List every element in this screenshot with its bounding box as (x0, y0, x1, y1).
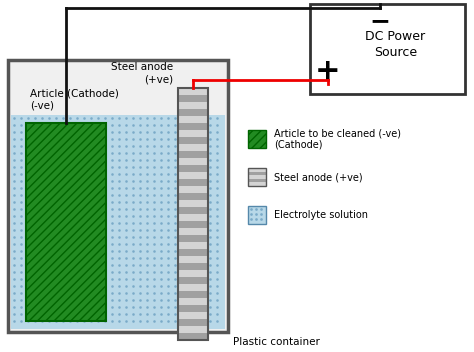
Bar (178, 151, 208, 158)
Bar (178, 207, 208, 214)
Bar (178, 291, 208, 298)
Bar (178, 186, 208, 193)
Bar (178, 130, 208, 137)
Bar (248, 130, 266, 148)
Bar (178, 319, 208, 326)
Bar (178, 172, 208, 179)
Bar (248, 179, 266, 182)
Bar (178, 165, 208, 172)
Bar (178, 263, 208, 270)
Bar (178, 235, 208, 242)
Bar (178, 333, 208, 340)
Bar (178, 137, 208, 144)
Bar (178, 298, 208, 305)
Bar (248, 206, 266, 224)
Bar (178, 214, 208, 221)
Bar (178, 221, 208, 228)
Bar (178, 193, 208, 200)
Bar (310, 4, 465, 94)
Bar (178, 256, 208, 263)
Bar (178, 95, 208, 102)
Bar (178, 102, 208, 109)
Text: Article to be cleaned (-ve)
(Cathode): Article to be cleaned (-ve) (Cathode) (274, 128, 401, 150)
Bar (178, 179, 208, 186)
Bar (248, 175, 266, 179)
Bar (248, 171, 266, 175)
Text: Plastic container: Plastic container (233, 337, 320, 347)
Text: Article (Cathode)
(-ve): Article (Cathode) (-ve) (30, 88, 119, 110)
Bar (178, 88, 208, 340)
Bar (178, 144, 208, 151)
Bar (248, 168, 266, 186)
Bar (11, 115, 225, 329)
Bar (178, 109, 208, 116)
Bar (26, 123, 106, 321)
Bar (178, 242, 208, 249)
Text: Steel anode
(+ve): Steel anode (+ve) (111, 62, 173, 84)
Bar (178, 88, 208, 95)
Bar (178, 277, 208, 284)
Bar (178, 123, 208, 130)
Bar (8, 60, 228, 332)
Bar (178, 326, 208, 333)
Text: Electrolyte solution: Electrolyte solution (274, 210, 368, 220)
Bar (178, 305, 208, 312)
Bar (178, 200, 208, 207)
Bar (178, 228, 208, 235)
Bar (178, 249, 208, 256)
Text: Steel anode (+ve): Steel anode (+ve) (274, 172, 363, 182)
Bar (178, 158, 208, 165)
Text: +: + (315, 57, 341, 86)
Bar (248, 168, 266, 171)
Text: −: − (369, 9, 390, 33)
Text: DC Power
Source: DC Power Source (365, 31, 425, 58)
Bar (178, 116, 208, 123)
Bar (178, 312, 208, 319)
Bar (248, 182, 266, 186)
Bar (178, 270, 208, 277)
Bar (178, 284, 208, 291)
